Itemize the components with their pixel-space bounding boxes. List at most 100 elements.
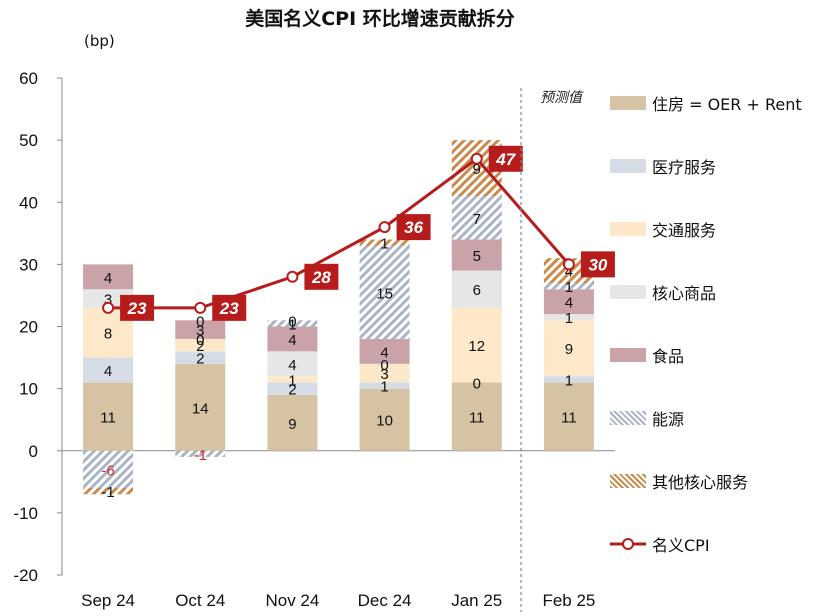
cpi-point (470, 152, 483, 165)
x-tick-label: Jan 25 (451, 591, 502, 610)
legend-item-cpi: 名义CPI (610, 531, 710, 557)
legend-swatch-cpi (610, 538, 646, 550)
bar-data-label-core_goods: 6 (473, 282, 481, 299)
cpi-point (102, 301, 115, 314)
bar-data-label-food: 4 (380, 344, 388, 361)
legend-label-other: 其他核心服务 (652, 473, 749, 492)
bar-data-label-core_goods: 1 (565, 310, 573, 327)
legend-swatch-medical (610, 159, 646, 173)
cpi-value-badge (120, 294, 155, 321)
bar-data-label-transport: 8 (104, 326, 112, 343)
legend-item-transport: 交通服务 (610, 216, 716, 242)
bar-data-label-other: 0 (288, 313, 296, 330)
x-tick-label: Feb 25 (542, 591, 595, 610)
bar-data-label-other: 1 (380, 236, 388, 253)
bar-data-label-other: 9 (473, 161, 481, 178)
bar-data-label-medical: 4 (104, 363, 112, 380)
cpi-value-badge (212, 294, 247, 321)
bar-segment-energy (543, 283, 594, 290)
bar-segment-medical (175, 351, 226, 364)
bar-data-label-energy: 15 (376, 285, 393, 302)
bar-data-label-transport: 9 (565, 341, 573, 358)
bar-data-label-transport: 2 (196, 338, 204, 355)
y-tick-label: 20 (19, 318, 38, 337)
legend-item-other: 其他核心服务 (610, 468, 748, 494)
bar-segment-food (543, 289, 594, 315)
legend-swatch-transport (610, 222, 646, 236)
bar-data-label-housing: 11 (100, 410, 116, 427)
bar-data-label-housing: 9 (288, 416, 296, 433)
bar-data-label-energy: 7 (473, 211, 481, 228)
legend-swatch-food (610, 348, 646, 362)
cpi-value-label: 36 (404, 218, 423, 237)
legend-label-core-goods: 核心商品 (652, 284, 717, 303)
cpi-value-label: 23 (127, 299, 147, 318)
bar-data-label-food: 4 (288, 332, 296, 349)
bar-segment-medical (267, 382, 318, 395)
bar-data-label-housing: 11 (561, 410, 577, 427)
legend-item-core-goods: 核心商品 (610, 279, 716, 305)
x-tick-label: Nov 24 (265, 591, 319, 610)
cpi-value-badge (488, 145, 523, 172)
bar-data-label-other: -1 (101, 484, 114, 501)
bar-data-label-core_goods: 3 (104, 292, 112, 309)
bar-data-label-medical: 1 (565, 372, 573, 389)
y-tick-label: 0 (29, 442, 38, 461)
bar-data-label-other: 4 (565, 264, 573, 281)
legend-label-medical: 医疗服务 (652, 158, 717, 177)
chart-title: 美国名义CPI 环比增速贡献拆分 (245, 8, 515, 30)
legend-item-housing: 住房 = OER + Rent (610, 90, 802, 116)
bar-segment-medical (359, 382, 410, 389)
cpi-value-label: 23 (219, 299, 239, 318)
bar-data-label-food: 4 (104, 270, 112, 287)
bar-data-label-medical: 0 (473, 375, 481, 392)
bar-data-label-food: 3 (196, 323, 204, 340)
bar-data-label-medical: 2 (196, 351, 204, 368)
x-tick-label: Dec 24 (358, 591, 412, 610)
bar-segment-transport (543, 320, 594, 377)
cpi-value-badge (396, 214, 431, 241)
cpi-point (194, 301, 207, 314)
bar-data-label-energy: 1 (565, 279, 573, 296)
bar-segment-core_goods (267, 351, 318, 377)
cpi-value-label: 28 (311, 268, 331, 287)
bar-segment-housing (359, 388, 410, 451)
bar-data-label-food: 5 (473, 248, 481, 265)
x-tick-label: Oct 24 (175, 591, 225, 610)
bar-segment-energy (83, 450, 134, 489)
bar-segment-housing (543, 382, 594, 451)
cpi-value-label: 47 (495, 150, 516, 169)
bar-segment-energy (175, 450, 226, 457)
bar-segment-energy (359, 245, 410, 339)
cpi-value-badge (580, 251, 615, 278)
bar-segment-food (451, 239, 502, 271)
bar-segment-housing (267, 394, 318, 451)
bar-data-label-other: 0 (196, 313, 204, 330)
bar-segment-core_goods (451, 270, 502, 308)
bar-segment-food (359, 338, 410, 364)
legend-label-transport: 交通服务 (652, 221, 717, 240)
bar-data-label-energy: -1 (194, 447, 207, 464)
bar-data-label-housing: 11 (469, 410, 485, 427)
bar-segment-housing (83, 382, 134, 451)
legend-item-medical: 医疗服务 (610, 153, 716, 179)
bar-data-label-food: 4 (565, 295, 573, 312)
cpi-point (286, 270, 299, 283)
bar-segment-housing (451, 382, 502, 451)
bar-segment-transport (267, 376, 318, 383)
y-axis-unit: (bp) (84, 32, 115, 50)
bar-data-label-energy: 1 (288, 316, 296, 333)
y-tick-label: -20 (13, 566, 38, 585)
bar-segment-other (83, 488, 134, 495)
cpi-value-badge (304, 263, 339, 290)
legend-swatch-core-goods (610, 285, 646, 299)
bar-segment-transport (175, 338, 226, 352)
legend-item-energy: 能源 (610, 405, 684, 431)
forecast-label: 预测值 (540, 89, 584, 105)
bar-segment-transport (451, 307, 502, 383)
bar-data-label-core_goods: 4 (288, 357, 296, 374)
legend-swatch-energy (610, 411, 646, 425)
y-tick-label: 60 (19, 69, 38, 88)
bar-data-label-housing: 14 (192, 400, 209, 417)
